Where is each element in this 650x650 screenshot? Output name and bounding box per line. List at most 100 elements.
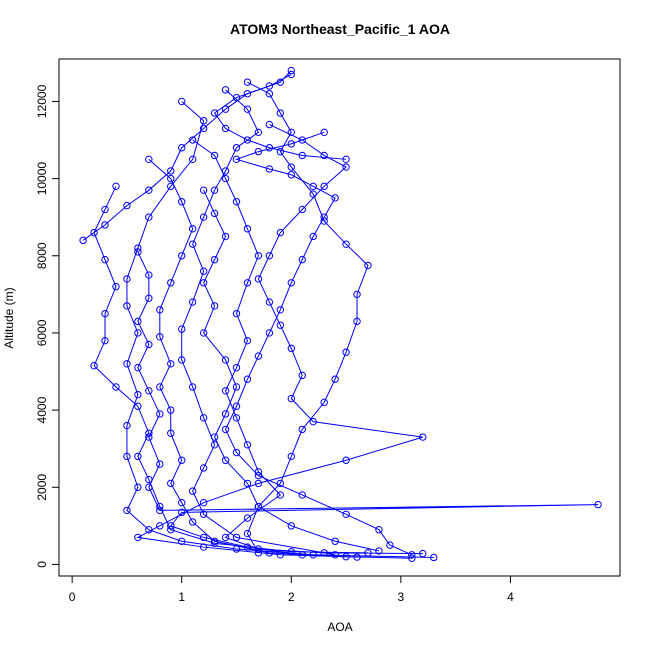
data-point [419,433,427,441]
data-point [145,271,153,279]
data-point [123,506,131,515]
data-point [145,213,153,221]
data-point [243,375,252,383]
data-point [276,306,285,314]
data-point [134,329,142,337]
data-point [101,336,109,345]
data-point [243,479,252,488]
data-point [243,90,252,98]
data-point [210,209,219,218]
data-point [232,363,241,372]
y-axis: 0 2000 4000 6000 8000 10000 12000 [35,84,60,568]
data-point [254,128,263,137]
data-point [342,510,350,518]
data-point [134,533,142,542]
data-point [342,163,350,171]
data-point [178,537,186,545]
series-8 [79,66,295,245]
data-point [287,163,295,171]
data-point [254,352,263,360]
data-point [199,117,208,125]
data-point [167,167,175,175]
data-point [298,136,306,144]
data-point [254,252,263,260]
data-point [298,551,306,559]
data-point [353,553,361,561]
data-point [265,120,274,129]
data-point [419,549,427,558]
data-point [298,205,306,214]
y-axis-label: Altitude (m) [2,287,16,348]
data-point [342,240,350,248]
data-point [79,236,87,245]
data-point [232,93,241,102]
data-point [243,529,252,538]
data-point [134,452,142,461]
data-point [254,275,263,283]
data-point [375,526,383,534]
data-point [287,279,295,287]
data-point [145,155,153,164]
series-line [246,81,369,554]
data-point [221,174,230,183]
data-point [90,362,98,370]
data-point [265,82,274,90]
data-point [134,248,142,256]
data-point [298,425,306,434]
data-point [178,325,186,333]
data-point [287,452,295,461]
y-tick-label: 0 [35,561,49,568]
data-point [210,302,219,310]
data-point [167,360,175,368]
data-point [199,124,208,133]
data-point [243,105,252,113]
data-point [254,471,263,480]
data-point [232,198,241,206]
x-tick-label: 0 [69,590,76,604]
data-point [320,182,328,191]
data-point [232,402,241,410]
data-point [199,279,208,287]
data-point [101,255,109,264]
plot-frame [58,58,621,577]
data-point [167,479,175,488]
data-point [178,144,186,152]
data-point [243,336,252,345]
data-point [309,182,317,191]
series-line [136,124,423,558]
y-tick-label: 10000 [35,162,49,196]
data-point [188,383,197,391]
data-point [320,151,328,160]
data-point [210,537,219,545]
data-point [123,360,131,368]
data-point [298,491,306,499]
data-point [243,543,252,551]
data-point [221,356,230,364]
data-point [145,387,153,395]
data-point [199,510,208,518]
data-point [145,294,153,302]
series-line [203,189,380,552]
data-point [134,244,142,252]
data-point [156,333,164,341]
x-tick-label: 3 [398,590,405,604]
data-point [276,109,285,117]
data-point [287,140,295,148]
series-4 [90,182,372,557]
data-point [188,136,197,144]
data-point [320,128,328,137]
data-point [199,414,208,422]
data-point [232,144,241,152]
data-point [210,433,219,441]
data-point [342,348,350,356]
x-tick-label: 4 [507,590,514,604]
series-line [137,251,599,556]
data-point [167,429,175,437]
data-point [199,267,208,275]
chart-title: ATOM3 Northeast_Pacific_1 AOA [230,21,450,37]
data-point [298,371,306,380]
data-point [145,340,153,349]
data-point [309,232,317,241]
series-line [224,131,413,556]
